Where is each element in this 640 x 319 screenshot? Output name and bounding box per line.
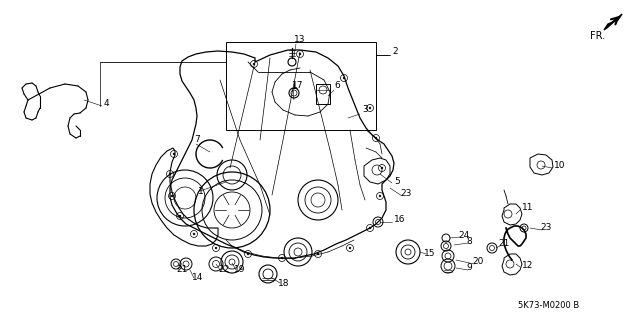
Text: 9: 9 (466, 263, 472, 272)
Text: 5: 5 (394, 176, 400, 186)
Text: 12: 12 (522, 261, 533, 270)
Text: 19: 19 (234, 265, 246, 275)
Circle shape (247, 253, 249, 255)
Text: 22: 22 (218, 265, 229, 275)
Circle shape (343, 77, 345, 79)
Circle shape (173, 153, 175, 155)
Bar (316, 84, 330, 104)
Bar (226, 42, 376, 130)
Circle shape (171, 195, 173, 197)
Circle shape (281, 257, 283, 259)
Text: 14: 14 (192, 273, 204, 283)
Text: 3: 3 (362, 106, 368, 115)
Text: 18: 18 (278, 278, 289, 287)
Text: 15: 15 (424, 249, 435, 258)
Text: 17: 17 (292, 81, 303, 91)
Circle shape (317, 253, 319, 255)
Text: 11: 11 (522, 204, 534, 212)
Text: 21: 21 (176, 265, 188, 275)
Circle shape (349, 247, 351, 249)
Circle shape (369, 107, 371, 109)
Circle shape (193, 233, 195, 235)
Circle shape (369, 227, 371, 229)
Circle shape (379, 195, 381, 197)
Text: 6: 6 (334, 81, 340, 91)
Circle shape (179, 215, 181, 217)
Text: 10: 10 (554, 161, 566, 170)
Circle shape (169, 173, 171, 175)
Circle shape (253, 63, 255, 65)
Text: 16: 16 (394, 216, 406, 225)
Text: 24: 24 (458, 231, 469, 240)
Text: 1: 1 (198, 187, 204, 196)
Text: 2: 2 (392, 48, 397, 56)
Text: 20: 20 (472, 257, 483, 266)
Text: 23: 23 (540, 224, 552, 233)
Circle shape (215, 247, 217, 249)
Text: 5K73-M0200 B: 5K73-M0200 B (518, 300, 579, 309)
Circle shape (299, 53, 301, 55)
Circle shape (375, 137, 377, 139)
Text: 8: 8 (466, 236, 472, 246)
Text: FR.: FR. (590, 31, 605, 41)
Text: 4: 4 (104, 100, 109, 108)
Text: 21: 21 (498, 240, 509, 249)
Text: 23: 23 (400, 189, 412, 198)
Polygon shape (604, 14, 622, 30)
Circle shape (381, 167, 383, 169)
Text: 13: 13 (294, 35, 305, 44)
Text: 7: 7 (194, 136, 200, 145)
